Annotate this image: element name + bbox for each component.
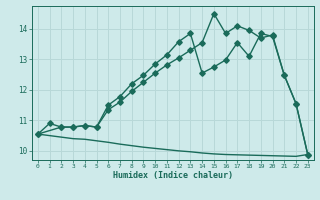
X-axis label: Humidex (Indice chaleur): Humidex (Indice chaleur) (113, 171, 233, 180)
